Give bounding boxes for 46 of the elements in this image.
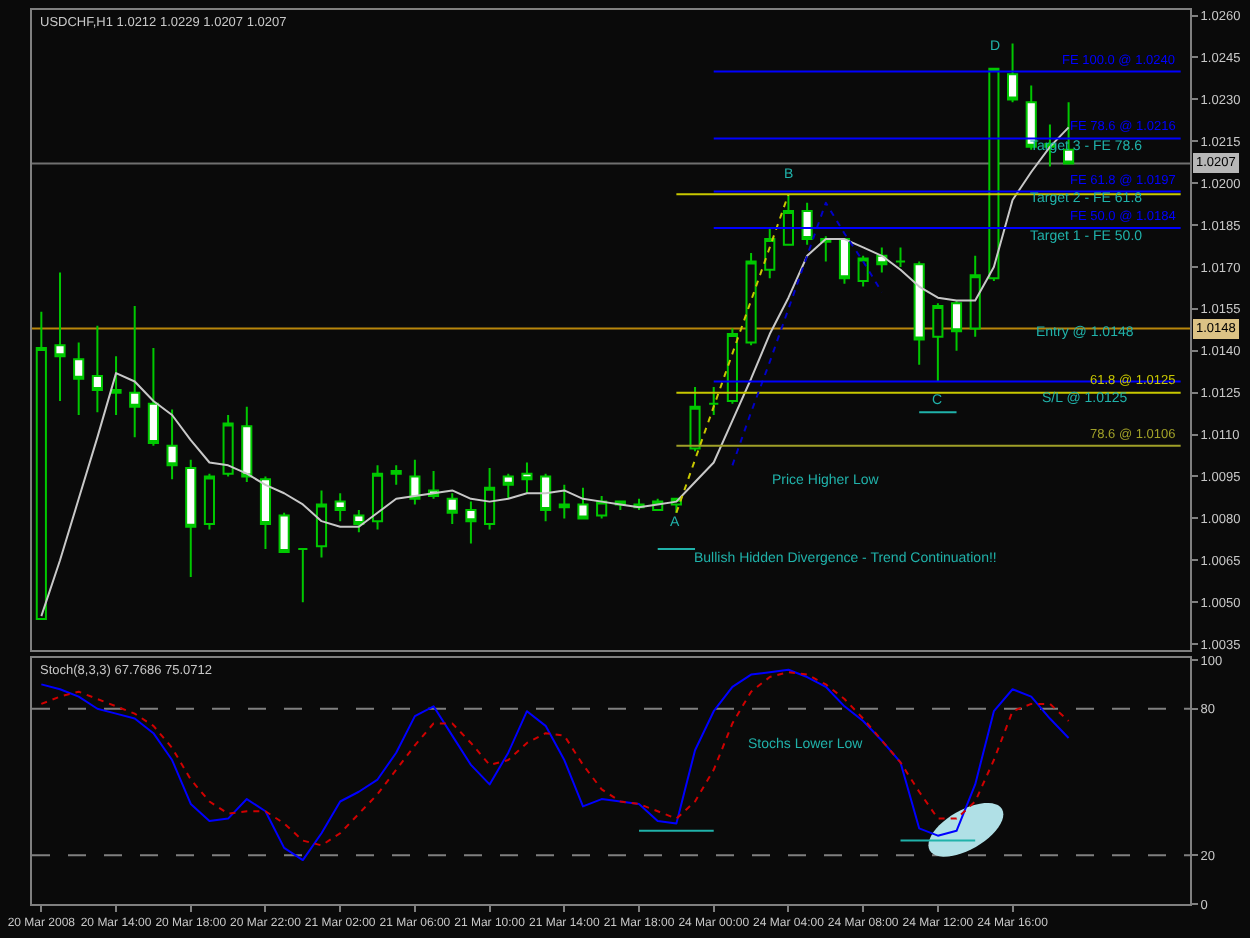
candlestick bbox=[932, 302, 944, 383]
candlestick bbox=[540, 472, 552, 523]
candlestick bbox=[745, 252, 757, 347]
candlestick bbox=[446, 492, 458, 525]
candlestick bbox=[297, 548, 309, 604]
candlestick bbox=[801, 201, 813, 246]
candlestick bbox=[950, 299, 963, 352]
candlestick bbox=[409, 458, 421, 506]
candlestick bbox=[241, 405, 253, 484]
candlestick bbox=[73, 341, 85, 417]
candlestick bbox=[857, 254, 869, 288]
candlestick bbox=[708, 386, 720, 417]
candlestick bbox=[894, 246, 907, 268]
candlestick bbox=[484, 467, 496, 531]
candlestick bbox=[838, 238, 851, 285]
candlestick bbox=[259, 475, 272, 551]
candlestick bbox=[390, 464, 402, 486]
candlestick bbox=[876, 246, 888, 274]
candlestick bbox=[91, 324, 103, 414]
candlestick bbox=[913, 260, 925, 366]
candlestick bbox=[54, 271, 66, 403]
candlestick bbox=[35, 310, 47, 620]
candlestick bbox=[129, 305, 141, 439]
candlestick bbox=[502, 472, 514, 500]
candlestick bbox=[278, 511, 290, 553]
candlestick bbox=[577, 486, 589, 520]
candlestick bbox=[166, 408, 178, 481]
candlestick bbox=[222, 414, 234, 478]
candlestick bbox=[689, 386, 701, 453]
candlestick bbox=[764, 226, 776, 280]
candlestick bbox=[185, 458, 197, 579]
candlestick bbox=[558, 483, 570, 520]
candlestick bbox=[969, 254, 981, 338]
candlestick bbox=[782, 193, 795, 246]
line-series bbox=[731, 201, 883, 467]
candlestick bbox=[371, 464, 384, 531]
candlestick bbox=[1006, 42, 1019, 104]
candlestick bbox=[203, 472, 216, 531]
line-series bbox=[40, 126, 1070, 618]
candlestick bbox=[147, 346, 159, 447]
candlestick bbox=[334, 492, 346, 523]
candlestick bbox=[465, 500, 477, 545]
candlestick bbox=[521, 461, 533, 495]
candlestick bbox=[353, 509, 365, 534]
candlestick bbox=[110, 355, 122, 417]
candlestick bbox=[315, 489, 328, 559]
